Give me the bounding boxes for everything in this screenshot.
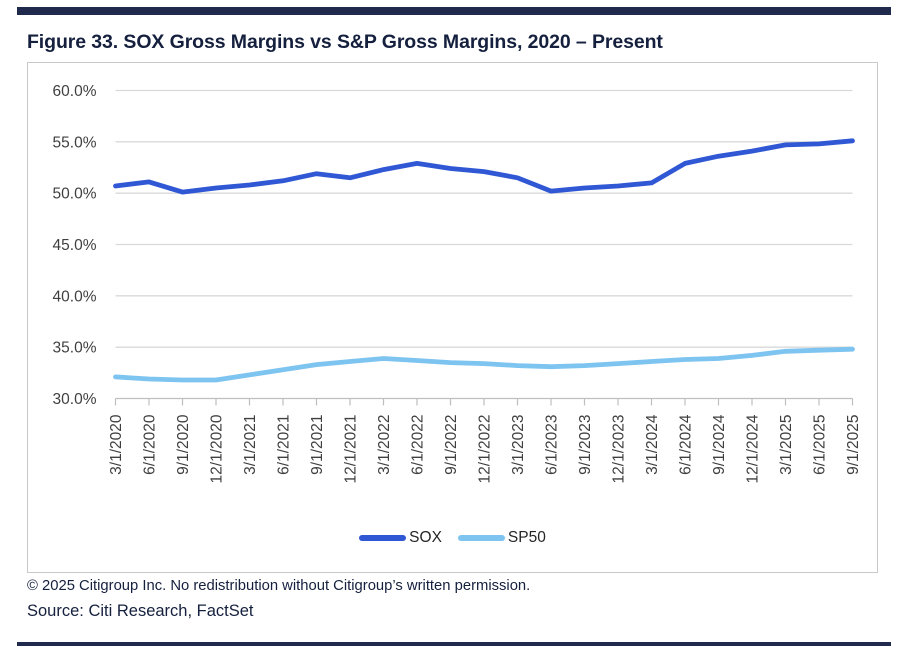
figure-title: Figure 33. SOX Gross Margins vs S&P Gros… [27, 31, 663, 53]
x-axis-label: 9/1/2021 [309, 415, 326, 475]
x-axis-label: 12/1/2022 [476, 415, 493, 484]
x-axis-label: 6/1/2021 [275, 415, 292, 475]
x-axis-label: 9/1/2022 [443, 415, 460, 475]
chart-svg: 30.0% 35.0% 40.0% 45.0% 50.0% 55.0% 60.0% 3/1/2… [53, 83, 862, 484]
series-line-sp50 [113, 346, 855, 383]
x-axis-label: 9/1/2020 [175, 414, 192, 475]
legend-item-sox: SOX [359, 529, 442, 547]
y-axis-label: 55.0% [53, 134, 97, 151]
x-axis-label: 3/1/2021 [242, 415, 259, 475]
x-axis-label: 6/1/2022 [409, 415, 426, 475]
x-axis-label: 12/1/2021 [342, 415, 359, 484]
chart-legend: SOX SP50 [28, 527, 877, 549]
x-axis-label: 12/1/2023 [610, 415, 627, 484]
x-axis-label: 12/1/2020 [208, 414, 225, 483]
x-axis-label: 3/1/2025 [778, 415, 795, 475]
x-axis-label: 6/1/2020 [141, 414, 158, 475]
series-line-sox [113, 138, 855, 195]
y-axis-label: 30.0% [53, 391, 97, 408]
top-accent-bar [17, 7, 891, 15]
legend-swatch-sp50 [457, 535, 505, 541]
x-axis-label: 3/1/2020 [108, 414, 125, 475]
y-axis-label: 40.0% [53, 288, 97, 305]
legend-item-sp50: SP50 [457, 529, 546, 547]
copyright-text: © 2025 Citigroup Inc. No redistribution … [27, 578, 531, 594]
x-axis-label: 9/1/2025 [845, 415, 862, 475]
x-axis-label: 6/1/2024 [677, 414, 694, 475]
source-text: Source: Citi Research, FactSet [27, 602, 254, 620]
x-axis-label: 6/1/2025 [811, 415, 828, 475]
chart-panel: 30.0% 35.0% 40.0% 45.0% 50.0% 55.0% 60.0% 3/1/2… [27, 62, 878, 573]
legend-label-sp50: SP50 [507, 529, 546, 546]
x-axis-label: 9/1/2023 [577, 415, 594, 475]
y-axis-label: 50.0% [53, 186, 97, 203]
y-axis-label: 45.0% [53, 237, 97, 254]
x-axis-label: 3/1/2022 [376, 415, 393, 475]
x-axis-label: 12/1/2024 [744, 414, 761, 483]
x-axis-label: 3/1/2024 [644, 414, 661, 475]
x-axis-label: 9/1/2024 [711, 414, 728, 475]
bottom-accent-bar [17, 642, 891, 646]
x-axis-label: 3/1/2023 [510, 415, 527, 475]
y-axis-label: 35.0% [53, 340, 97, 357]
x-axis-label: 6/1/2023 [543, 415, 560, 475]
legend-label-sox: SOX [409, 529, 442, 546]
legend-swatch-sox [359, 535, 407, 541]
y-axis-label: 60.0% [53, 83, 97, 100]
